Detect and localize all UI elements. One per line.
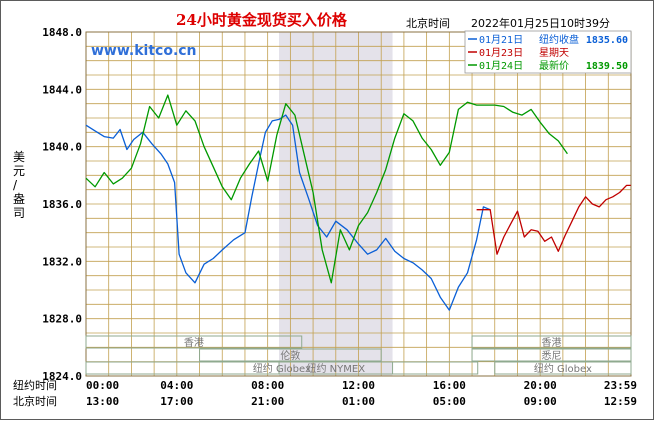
series-line [85, 94, 568, 284]
x-tick-label-ny: 04:00 [160, 379, 193, 392]
session-box [494, 361, 632, 375]
x-tick-label-bj: 13:00 [86, 395, 119, 408]
x-tick-label-ny: 08:00 [251, 379, 284, 392]
y-axis-title-char: 元 [13, 164, 25, 178]
series-line [85, 114, 491, 311]
legend-date: 01月21日 [479, 34, 523, 46]
session-box [471, 348, 632, 362]
y-tick-label: 1848.0 [42, 26, 82, 39]
x-tick-label-bj: 17:00 [160, 395, 193, 408]
legend-desc: 最新价 [539, 59, 569, 72]
x-tick-label-ny: 16:00 [433, 379, 466, 392]
session-label: 纽约 Globex [253, 362, 311, 375]
x-tick-label-ny: 00:00 [86, 379, 119, 392]
y-axis-title-char: 司 [13, 206, 25, 220]
time-label: 北京时间 [406, 16, 450, 30]
y-axis-title-char: 美 [13, 150, 25, 164]
y-tick-label: 1832.0 [42, 255, 82, 268]
session-label: 香港 [184, 337, 204, 349]
kitco-logo[interactable]: www.kitco.cn [91, 43, 197, 59]
timestamp: 2022年01月25日10时39分 [471, 16, 610, 30]
session-box [471, 335, 632, 349]
y-tick-label: 1836.0 [42, 198, 82, 211]
x-row-label-ny: 纽约时间 [13, 378, 57, 392]
x-tick-label-bj: 05:00 [433, 395, 466, 408]
x-row-label-bj: 北京时间 [13, 394, 57, 408]
y-axis-title-char: / [13, 178, 18, 192]
session-label: 纽约 NYMEX [307, 362, 366, 375]
session-label: 纽约 Globex [534, 362, 592, 375]
chart-title: 24小时黄金现货买入价格 [176, 11, 348, 29]
legend-box [464, 30, 632, 74]
legend-date: 01月23日 [479, 47, 523, 59]
x-tick-label-bj: 01:00 [342, 395, 375, 408]
session-label: 伦敦 [280, 349, 300, 362]
x-tick-label-ny: 20:00 [524, 379, 557, 392]
legend-value: 1835.60 [586, 35, 628, 46]
session-label: 香港 [542, 337, 562, 349]
x-tick-label-bj: 21:00 [251, 395, 284, 408]
legend-desc: 纽约收盘 [539, 33, 579, 46]
x-tick-label-ny: 23:59 [604, 379, 637, 392]
x-tick-label-bj: 12:59 [604, 395, 637, 408]
session-box [199, 348, 382, 362]
legend-value: 1839.50 [586, 61, 628, 72]
x-tick-label-ny: 12:00 [342, 379, 375, 392]
session-box [85, 335, 303, 349]
session-box [85, 361, 479, 375]
y-tick-label: 1828.0 [42, 313, 82, 326]
y-tick-label: 1840.0 [42, 141, 82, 154]
y-tick-label: 1844.0 [42, 83, 82, 96]
series-line [476, 184, 631, 255]
x-tick-label-bj: 09:00 [524, 395, 557, 408]
legend-date: 01月24日 [479, 60, 523, 72]
plot-border [85, 31, 632, 377]
legend-desc: 星期天 [539, 47, 569, 59]
y-axis-title-char: 盎 [13, 192, 25, 206]
y-tick-label: 1824.0 [42, 370, 82, 383]
session-label: 悉尼 [542, 350, 562, 362]
